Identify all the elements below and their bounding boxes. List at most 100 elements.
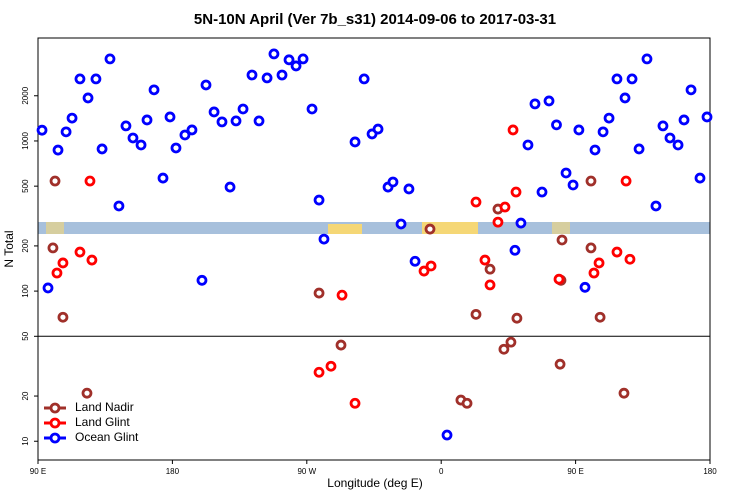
x-tick-label: 0 bbox=[439, 467, 444, 476]
point bbox=[492, 216, 504, 228]
point bbox=[593, 257, 605, 269]
point bbox=[297, 53, 309, 65]
point bbox=[90, 73, 102, 85]
point bbox=[403, 183, 415, 195]
point bbox=[579, 281, 591, 293]
point bbox=[424, 223, 436, 235]
point bbox=[336, 289, 348, 301]
point bbox=[96, 143, 108, 155]
point bbox=[74, 73, 86, 85]
point bbox=[313, 366, 325, 378]
point bbox=[276, 69, 288, 81]
point bbox=[246, 69, 258, 81]
point bbox=[36, 124, 48, 136]
x-tick-label: 90 W bbox=[297, 467, 316, 476]
point bbox=[529, 98, 541, 110]
point bbox=[470, 308, 482, 320]
point bbox=[418, 265, 430, 277]
point bbox=[511, 312, 523, 324]
point bbox=[261, 72, 273, 84]
point bbox=[701, 111, 713, 123]
point bbox=[113, 200, 125, 212]
series bbox=[47, 175, 630, 409]
point bbox=[230, 115, 242, 127]
chart-title: 5N-10N April (Ver 7b_s31) 2014-09-06 to … bbox=[194, 11, 556, 28]
point bbox=[349, 136, 361, 148]
point bbox=[395, 218, 407, 230]
point bbox=[510, 186, 522, 198]
point bbox=[325, 360, 337, 372]
point bbox=[585, 242, 597, 254]
land-patch bbox=[422, 222, 478, 234]
point bbox=[49, 175, 61, 187]
point bbox=[224, 181, 236, 193]
land-patch bbox=[46, 222, 64, 234]
point bbox=[620, 175, 632, 187]
point bbox=[283, 54, 295, 66]
point bbox=[237, 103, 249, 115]
series bbox=[36, 48, 713, 441]
point bbox=[186, 124, 198, 136]
x-tick-label: 90 E bbox=[567, 467, 583, 476]
point bbox=[554, 358, 566, 370]
point bbox=[618, 387, 630, 399]
point bbox=[127, 132, 139, 144]
point bbox=[499, 201, 511, 213]
point bbox=[313, 194, 325, 206]
point bbox=[81, 387, 93, 399]
point bbox=[318, 233, 330, 245]
y-axis-label: N Total bbox=[2, 230, 16, 267]
legend-label: Ocean Glint bbox=[75, 430, 139, 444]
point bbox=[509, 244, 521, 256]
point bbox=[664, 132, 676, 144]
point bbox=[650, 200, 662, 212]
point bbox=[543, 95, 555, 107]
y-tick-label: 100 bbox=[21, 284, 30, 298]
y-tick-label: 500 bbox=[21, 179, 30, 193]
point bbox=[484, 279, 496, 291]
point bbox=[157, 172, 169, 184]
point bbox=[694, 172, 706, 184]
point bbox=[372, 123, 384, 135]
point bbox=[657, 120, 669, 132]
point bbox=[589, 144, 601, 156]
point bbox=[515, 217, 527, 229]
point bbox=[626, 73, 638, 85]
x-tick-label: 180 bbox=[703, 467, 717, 476]
point bbox=[479, 254, 491, 266]
point bbox=[603, 112, 615, 124]
point bbox=[441, 429, 453, 441]
point bbox=[335, 339, 347, 351]
point bbox=[120, 120, 132, 132]
point bbox=[461, 397, 473, 409]
point bbox=[685, 84, 697, 96]
point bbox=[611, 246, 623, 258]
point bbox=[573, 124, 585, 136]
point bbox=[611, 73, 623, 85]
legend-marker bbox=[49, 402, 61, 414]
point bbox=[66, 112, 78, 124]
y-tick-label: 10 bbox=[21, 436, 30, 445]
point bbox=[104, 53, 116, 65]
point bbox=[164, 111, 176, 123]
point bbox=[313, 287, 325, 299]
y-tick-label: 2000 bbox=[21, 86, 30, 104]
land-patch bbox=[552, 222, 570, 234]
point bbox=[196, 274, 208, 286]
point bbox=[268, 48, 280, 60]
y-tick-label: 200 bbox=[21, 239, 30, 253]
x-axis-label: Longitude (deg E) bbox=[327, 476, 422, 490]
point bbox=[200, 79, 212, 91]
point bbox=[624, 253, 636, 265]
point bbox=[51, 267, 63, 279]
point bbox=[484, 263, 496, 275]
point bbox=[148, 84, 160, 96]
point bbox=[290, 60, 302, 72]
point bbox=[52, 144, 64, 156]
point bbox=[522, 139, 534, 151]
point bbox=[585, 175, 597, 187]
point bbox=[208, 106, 220, 118]
point bbox=[86, 254, 98, 266]
